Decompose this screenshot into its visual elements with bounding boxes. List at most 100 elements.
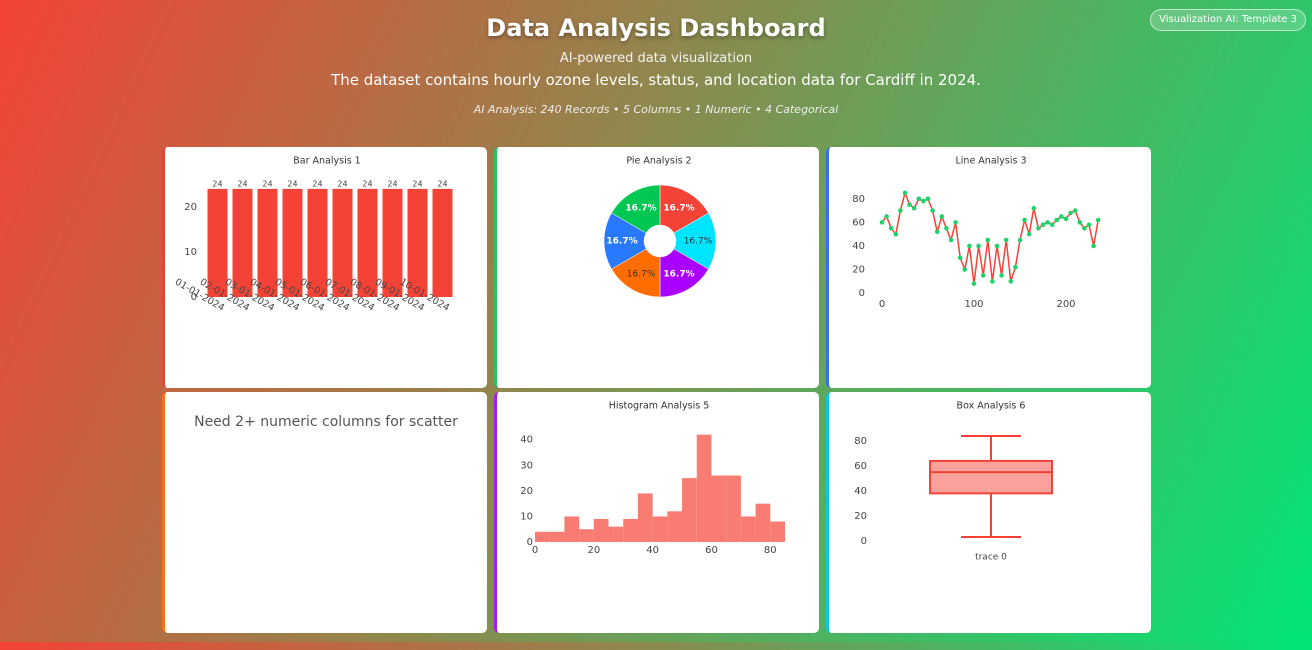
histogram-bar (623, 518, 638, 542)
y-tick-label: 80 (854, 436, 867, 447)
y-tick-label: 20 (854, 511, 867, 522)
point (985, 237, 991, 243)
data-label: 24 (412, 179, 422, 188)
chart-title: Line Analysis 3 (955, 156, 1026, 167)
chart-card: Pie Analysis 2 16.7% 16.7% 16.7% 16.7% 16.7% 1… (494, 147, 819, 388)
point (1077, 220, 1083, 225)
point (879, 220, 885, 225)
histogram-bar (667, 511, 683, 542)
point (1063, 216, 1069, 222)
y-tick-label: 60 (854, 461, 867, 472)
y-tick-label: 0 (527, 537, 533, 548)
point (957, 255, 963, 261)
page-title: Data Analysis Dashboard (486, 14, 826, 42)
analysis-summary: AI Analysis: 240 Records • 5 Columns • 1… (473, 103, 839, 116)
point (1095, 217, 1101, 223)
bar (357, 188, 378, 297)
histogram-bar (726, 475, 741, 542)
point (980, 273, 986, 278)
slice-label: 16.7% (684, 237, 713, 247)
chart: Pie Analysis 2 16.7% 16.7% 16.7% 16.7% 16.7% 1… (603, 156, 717, 298)
chart-card: Box Analysis 6 0 20 40 60 80 trace 0 (826, 392, 1151, 633)
point (902, 190, 908, 196)
slice-label: 16.7% (606, 237, 637, 247)
bar (257, 188, 278, 297)
y-tick-label: 10 (520, 511, 533, 522)
point (1008, 279, 1014, 284)
bar (332, 188, 353, 297)
point (1049, 222, 1055, 228)
bar (382, 188, 403, 297)
point (911, 205, 917, 211)
slice-label: 16.7% (663, 269, 694, 279)
point (1040, 222, 1046, 228)
x-tick-label: 40 (646, 545, 659, 556)
point (884, 214, 889, 219)
x-tick-label: 60 (705, 545, 718, 556)
subtitle: AI-powered data visualization (559, 51, 753, 66)
y-tick-label: 0 (861, 536, 867, 547)
slice-label: 16.7% (663, 204, 694, 214)
x-tick-label: 20 (587, 545, 600, 556)
y-tick-label: 80 (852, 194, 865, 205)
chart-card: Need 2+ numeric columns for scatter (162, 392, 487, 633)
point (999, 273, 1004, 278)
point (916, 196, 922, 202)
y-tick-label: 10 (184, 247, 197, 258)
bar (207, 188, 228, 297)
y-tick-label: 0 (191, 292, 197, 303)
y-tick-label: 40 (852, 241, 865, 252)
point (971, 281, 977, 286)
histogram-bar (652, 516, 668, 542)
point (976, 243, 981, 249)
y-tick-label: 60 (852, 217, 865, 228)
chart-card: Bar Analysis 1 0 10 20 24 01-01-2024 24 02-01-2… (162, 147, 487, 388)
data-label: 24 (237, 179, 247, 188)
histogram-bar (711, 475, 727, 542)
data-label: 24 (287, 179, 297, 188)
y-tick-label: 20 (184, 202, 197, 213)
x-tick-label: 80 (764, 545, 777, 556)
y-tick-label: 20 (852, 265, 865, 276)
chart-title: Box Analysis 6 (957, 401, 1026, 412)
pie-slice (611, 184, 661, 234)
point (953, 220, 958, 225)
chart: Bar Analysis 1010202401-01-20242402-01-2… (173, 156, 453, 314)
data-label: 24 (337, 179, 347, 188)
point (893, 231, 899, 237)
bar (407, 188, 428, 297)
y-tick-label: 20 (520, 486, 533, 497)
point (898, 208, 903, 213)
point (962, 267, 968, 272)
template-badge[interactable]: Visualization AI: Template 3 (1150, 9, 1306, 31)
histogram-bar (755, 503, 771, 542)
point (1054, 217, 1060, 223)
y-tick-label: 40 (520, 435, 533, 446)
histogram-bar (535, 531, 550, 542)
histogram-bar (579, 529, 594, 542)
chart: Histogram Analysis 5 0 10 20 30 40 0 20 40 60 80 (520, 401, 785, 556)
chart: Line Analysis 3 0 20 40 60 80 0 100 200 (852, 156, 1101, 310)
chart-card: Histogram Analysis 5 0 10 20 30 40 0 20 40 60 80 (494, 392, 819, 633)
point (1068, 210, 1073, 216)
point (1036, 225, 1041, 231)
data-label: 24 (387, 179, 397, 188)
histogram-bar (593, 518, 609, 542)
y-tick-label: 0 (859, 288, 865, 299)
x-tick-label: 0 (879, 299, 885, 310)
histogram-bar (549, 531, 565, 542)
point (948, 237, 954, 243)
point (990, 279, 995, 284)
point (1026, 231, 1032, 237)
x-tick-label: 100 (964, 299, 983, 310)
histogram-bar (564, 516, 580, 542)
bar (307, 188, 328, 297)
point (1072, 208, 1078, 213)
chart-title: Pie Analysis 2 (626, 156, 691, 167)
scatter-message: Need 2+ numeric columns for scatter (194, 414, 458, 430)
point (1017, 237, 1023, 243)
slice-label: 16.7% (625, 204, 656, 214)
histogram-bar (740, 516, 756, 542)
point (1059, 214, 1064, 219)
y-tick-label: 40 (854, 486, 867, 497)
